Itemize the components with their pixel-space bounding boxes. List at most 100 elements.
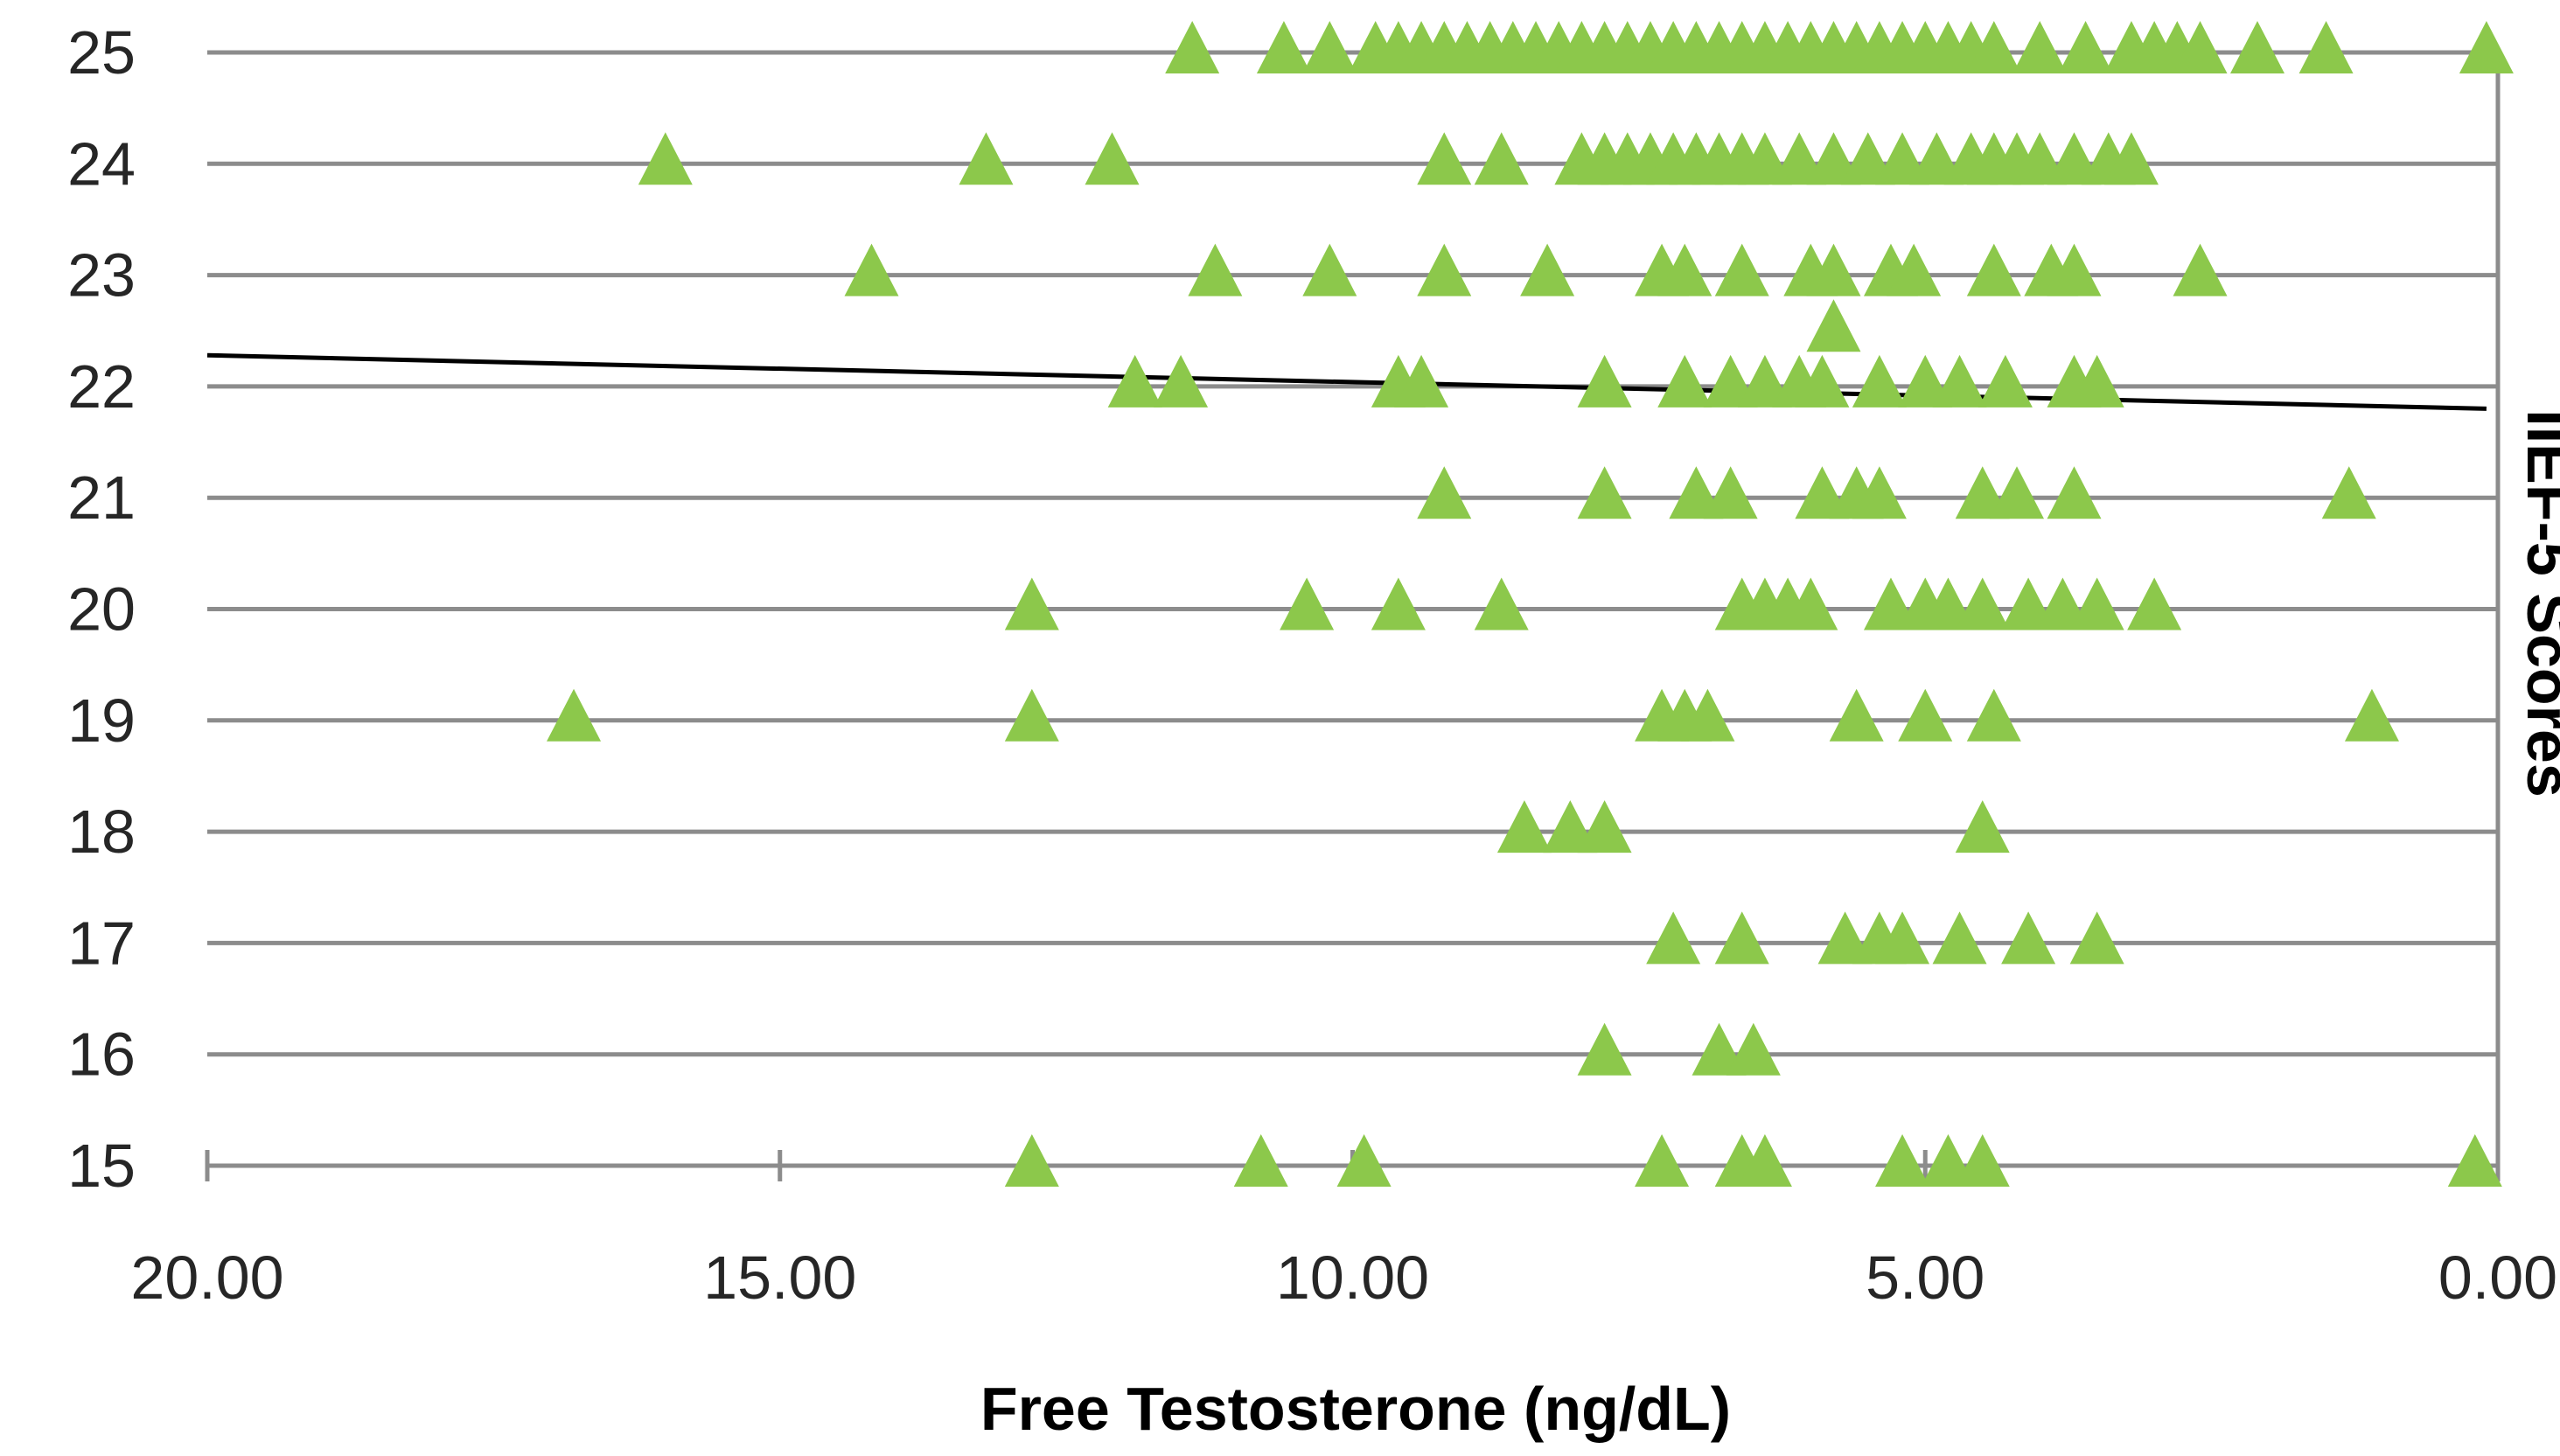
trendline — [206, 352, 2487, 411]
y-tick-label-19: 19 — [67, 686, 136, 755]
data-point-0-80 — [2047, 243, 2102, 296]
data-point-0-69 — [1417, 243, 1472, 296]
data-point-0-67 — [1188, 243, 1243, 296]
x-tick-label-1: 15.00 — [703, 1244, 856, 1312]
data-point-0-103 — [1795, 466, 1850, 519]
data-point-0-55 — [1806, 132, 1861, 185]
data-point-0-72 — [1657, 243, 1712, 296]
data-point-0-156 — [1875, 1134, 1930, 1187]
trendline-group — [206, 352, 2487, 411]
x-tick-label-2: 10.00 — [1276, 1244, 1429, 1312]
data-point-0-94 — [1898, 354, 1953, 408]
data-point-0-92 — [1795, 354, 1850, 408]
data-point-0-36 — [2173, 21, 2228, 73]
data-point-0-96 — [1978, 354, 2033, 408]
data-point-0-157 — [1921, 1134, 1976, 1187]
data-point-0-89 — [1703, 354, 1758, 408]
data-point-0-44 — [1474, 132, 1529, 185]
data-point-0-82 — [1806, 299, 1861, 352]
data-point-0-62 — [2012, 132, 2068, 185]
data-point-0-54 — [1772, 132, 1827, 185]
data-point-0-139 — [1646, 911, 1701, 965]
data-point-0-131 — [1829, 688, 1884, 742]
y-tick-label-15: 15 — [67, 1132, 136, 1200]
data-point-0-135 — [1496, 800, 1552, 853]
data-point-0-105 — [1852, 466, 1907, 519]
data-point-0-102 — [1703, 466, 1758, 519]
data-point-0-66 — [844, 243, 899, 296]
data-point-0-65 — [2103, 132, 2159, 185]
data-point-0-134 — [2344, 688, 2399, 742]
data-point-0-117 — [1783, 577, 1838, 630]
data-point-0-143 — [1875, 911, 1930, 965]
data-point-0-37 — [2230, 21, 2285, 73]
data-point-0-138 — [1955, 800, 2010, 853]
data-point-0-149 — [1726, 1022, 1781, 1076]
data-point-0-70 — [1520, 243, 1575, 296]
y-tick-label-20: 20 — [67, 575, 136, 644]
data-point-0-109 — [2321, 466, 2376, 519]
data-point-0-81 — [2173, 243, 2228, 296]
x-tick-label-3: 5.00 — [1866, 1244, 1985, 1312]
data-points — [547, 21, 2514, 1187]
tick-labels: 15 16 17 18 19 20 21 22 23 24 25 20.00 15.00 10.00 5.0… — [67, 18, 2557, 1312]
data-point-0-31 — [2012, 21, 2068, 73]
data-point-0-1 — [1256, 21, 1311, 73]
y-tick-label-22: 22 — [67, 352, 136, 421]
data-point-0-112 — [1371, 577, 1426, 630]
data-point-0-106 — [1955, 466, 2010, 519]
y-axis-title: IIEF-5 Scores — [2515, 409, 2560, 798]
data-point-0-30 — [1966, 21, 2021, 73]
data-point-0-98 — [2069, 354, 2124, 408]
y-tick-label-25: 25 — [67, 18, 136, 87]
data-point-0-107 — [1990, 466, 2045, 519]
data-point-0-87 — [1577, 354, 1632, 408]
data-point-0-118 — [1863, 577, 1918, 630]
data-point-0-113 — [1474, 577, 1529, 630]
data-point-0-126 — [547, 688, 602, 742]
data-point-0-159 — [2447, 1134, 2502, 1187]
data-point-0-57 — [1875, 132, 1930, 185]
y-tick-label-23: 23 — [67, 241, 136, 310]
data-point-0-83 — [1107, 354, 1162, 408]
data-point-0-133 — [1966, 688, 2021, 742]
data-point-0-155 — [1737, 1134, 1792, 1187]
data-point-0-140 — [1714, 911, 1769, 965]
data-point-0-111 — [1280, 577, 1335, 630]
y-tick-label-24: 24 — [67, 129, 136, 198]
data-point-0-93 — [1852, 354, 1907, 408]
data-point-0-63 — [2047, 132, 2102, 185]
data-point-0-68 — [1302, 243, 1357, 296]
data-point-0-122 — [2001, 577, 2056, 630]
data-point-0-56 — [1840, 132, 1895, 185]
data-point-0-41 — [959, 132, 1014, 185]
data-point-0-2 — [1302, 21, 1357, 73]
data-point-0-121 — [1955, 577, 2010, 630]
data-point-0-141 — [1817, 911, 1873, 965]
data-point-0-0 — [1165, 21, 1220, 73]
data-point-0-86 — [1394, 354, 1449, 408]
y-tick-label-21: 21 — [67, 463, 136, 532]
data-point-0-43 — [1417, 132, 1472, 185]
data-point-0-124 — [2069, 577, 2124, 630]
data-point-0-145 — [2001, 911, 2056, 965]
data-point-0-95 — [1932, 354, 1987, 408]
data-point-0-100 — [1577, 466, 1632, 519]
data-point-0-127 — [1004, 688, 1059, 742]
data-point-0-32 — [2058, 21, 2113, 73]
axes — [205, 61, 2501, 1181]
data-point-0-132 — [1898, 688, 1953, 742]
y-tick-label-18: 18 — [67, 798, 136, 866]
data-point-0-125 — [2127, 577, 2182, 630]
data-point-0-158 — [1955, 1134, 2010, 1187]
data-point-0-151 — [1233, 1134, 1288, 1187]
data-point-0-58 — [1909, 132, 1964, 185]
data-point-0-144 — [1932, 911, 1987, 965]
data-point-0-123 — [2035, 577, 2090, 630]
data-point-0-148 — [1692, 1022, 1747, 1076]
data-point-0-137 — [1577, 800, 1632, 853]
data-point-0-153 — [1635, 1134, 1690, 1187]
data-point-0-75 — [1806, 243, 1861, 296]
data-point-0-88 — [1657, 354, 1712, 408]
